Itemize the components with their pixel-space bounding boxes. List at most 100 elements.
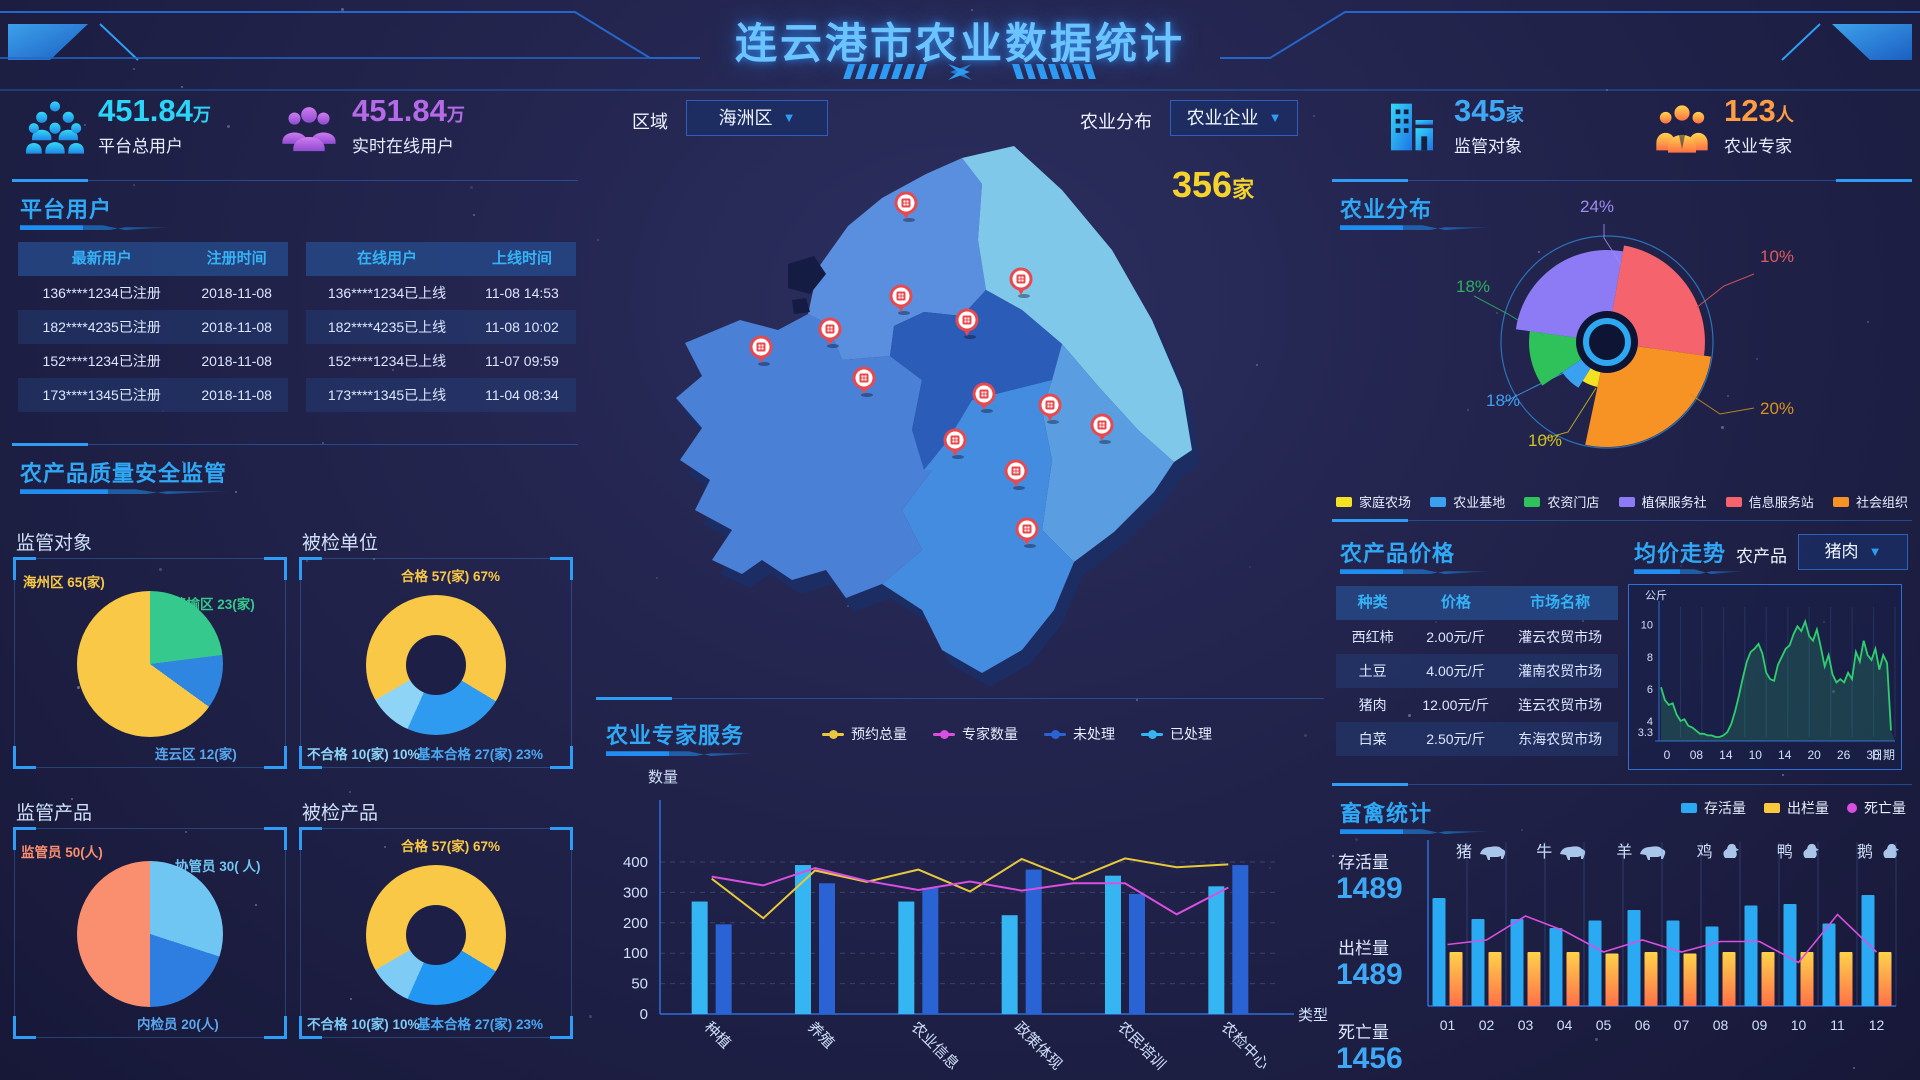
table-cell: 连云农贸市场	[1502, 688, 1618, 722]
legend-item[interactable]: 存活量	[1681, 798, 1746, 818]
x-category-label: 种植	[701, 1019, 734, 1052]
column-header: 价格	[1409, 586, 1502, 620]
legend-item[interactable]: 未处理	[1044, 724, 1115, 744]
legend-item[interactable]: 预约总量	[822, 724, 907, 744]
legend-swatch	[1726, 497, 1742, 507]
x-category-label: 政策体现	[1011, 1019, 1065, 1073]
rose-pct-label: 24%	[1580, 197, 1614, 216]
bar-survive[interactable]	[1706, 927, 1719, 1007]
chart-name: 被检单位	[302, 528, 378, 555]
livestock-stat-label: 死亡量	[1338, 1018, 1389, 1043]
legend-label: 存活量	[1704, 798, 1746, 818]
product-select[interactable]: 猪肉 ▼	[1798, 534, 1908, 570]
table-row: 136****1234已注册 2018-11-08	[18, 276, 288, 310]
legend-item[interactable]: 社会组织	[1833, 492, 1908, 511]
bar-done[interactable]	[1105, 876, 1121, 1014]
legend-item[interactable]: 死亡量	[1847, 798, 1906, 818]
bar-pending[interactable]	[1232, 865, 1248, 1014]
bar-done[interactable]	[1208, 886, 1224, 1014]
bar-slaughter[interactable]	[1489, 952, 1502, 1006]
divider	[1332, 180, 1912, 181]
legend-label: 家庭农场	[1359, 492, 1411, 511]
bar-slaughter[interactable]	[1879, 952, 1892, 1006]
table-cell: 152****1234已注册	[18, 344, 185, 378]
table-cell: 136****1234已上线	[306, 276, 468, 310]
table-cell: 灌南农贸市场	[1502, 654, 1618, 688]
x-category-label: 养殖	[804, 1019, 837, 1052]
legend-swatch	[1847, 803, 1857, 813]
bar-survive[interactable]	[1667, 921, 1680, 1007]
bar-survive[interactable]	[1433, 898, 1446, 1006]
legend-label: 出栏量	[1787, 798, 1829, 818]
bar-pending[interactable]	[819, 883, 835, 1014]
livestock-stat-label: 存活量	[1338, 848, 1389, 873]
bar-survive[interactable]	[1472, 919, 1485, 1006]
corner-bracket	[264, 827, 287, 850]
legend-item[interactable]: 家庭农场	[1336, 492, 1411, 511]
bar-pending[interactable]	[716, 924, 732, 1014]
bar-slaughter[interactable]	[1645, 952, 1658, 1006]
bar-slaughter[interactable]	[1450, 952, 1463, 1006]
legend-item[interactable]: 农业基地	[1430, 492, 1505, 511]
bar-slaughter[interactable]	[1528, 952, 1541, 1006]
legend-item[interactable]: 已处理	[1141, 724, 1212, 744]
table-cell: 136****1234已注册	[18, 276, 185, 310]
legend-item[interactable]: 农资门店	[1524, 492, 1599, 511]
slice-label: 基本合格 27(家) 23%	[417, 743, 543, 763]
register-table: 最新用户 注册时间 136****1234已注册 2018-11-08 182****4…	[18, 242, 288, 412]
legend-swatch	[1336, 497, 1352, 507]
table-cell: 4.00元/斤	[1409, 654, 1502, 688]
legend-swatch	[1681, 803, 1697, 813]
bar-pending[interactable]	[1129, 894, 1145, 1014]
corner-bracket	[550, 1016, 573, 1039]
total-users-stat: 451.84万 平台总用户	[26, 96, 211, 157]
bar-slaughter[interactable]	[1684, 954, 1697, 1007]
livestock-chart: 01 02 03 04 05 06 07 08 09 10 11 12	[1416, 836, 1908, 1076]
bar-survive[interactable]	[1628, 910, 1641, 1006]
bar-done[interactable]	[898, 902, 914, 1014]
month-label: 09	[1752, 1017, 1768, 1033]
table-cell: 173****1345已上线	[306, 378, 468, 412]
title-underline	[1340, 828, 1490, 834]
slice-label: 协管员 30( 人)	[175, 855, 261, 875]
corner-bracket	[264, 746, 287, 769]
bar-slaughter[interactable]	[1840, 952, 1853, 1006]
bar-pending[interactable]	[922, 888, 938, 1014]
legend-label: 死亡量	[1864, 798, 1906, 818]
month-label: 05	[1596, 1017, 1612, 1033]
bar-survive[interactable]	[1823, 924, 1836, 1007]
x-tick: 0	[1664, 748, 1671, 762]
bar-survive[interactable]	[1589, 921, 1602, 1007]
legend-label: 专家数量	[962, 724, 1018, 744]
legend-item[interactable]: 信息服务站	[1726, 492, 1814, 511]
y-tick: 300	[623, 884, 648, 901]
livestock-legend: 存活量 出栏量 死亡量	[1681, 798, 1906, 818]
legend-marker	[1141, 733, 1163, 736]
bar-slaughter[interactable]	[1723, 952, 1736, 1006]
bar-survive[interactable]	[1550, 928, 1563, 1006]
legend-swatch	[1430, 497, 1446, 507]
donut-hole	[406, 905, 466, 965]
legend-item[interactable]: 专家数量	[933, 724, 1018, 744]
legend-item[interactable]: 植保服务社	[1619, 492, 1707, 511]
table-cell: 2018-11-08	[185, 310, 288, 344]
quality-section-title: 农产品质量安全监管	[20, 456, 227, 488]
bar-slaughter[interactable]	[1567, 952, 1580, 1006]
corner-bracket	[550, 827, 573, 850]
bar-done[interactable]	[692, 902, 708, 1014]
bar-pending[interactable]	[1026, 870, 1042, 1014]
bar-survive[interactable]	[1745, 906, 1758, 1007]
bar-survive[interactable]	[1862, 895, 1875, 1006]
x-category-label: 农检中心	[1218, 1019, 1272, 1073]
slice-label: 基本合格 27(家) 23%	[417, 1013, 543, 1033]
bar-slaughter[interactable]	[1762, 952, 1775, 1006]
bar-slaughter[interactable]	[1801, 952, 1814, 1006]
title-underline	[1340, 568, 1490, 574]
bar-slaughter[interactable]	[1606, 954, 1619, 1007]
x-axis-label: 日期	[1871, 748, 1895, 762]
divider	[12, 444, 578, 445]
legend-item[interactable]: 出栏量	[1764, 798, 1829, 818]
title-underline	[20, 224, 170, 230]
bar-done[interactable]	[1002, 915, 1018, 1014]
bar-survive[interactable]	[1511, 919, 1524, 1006]
